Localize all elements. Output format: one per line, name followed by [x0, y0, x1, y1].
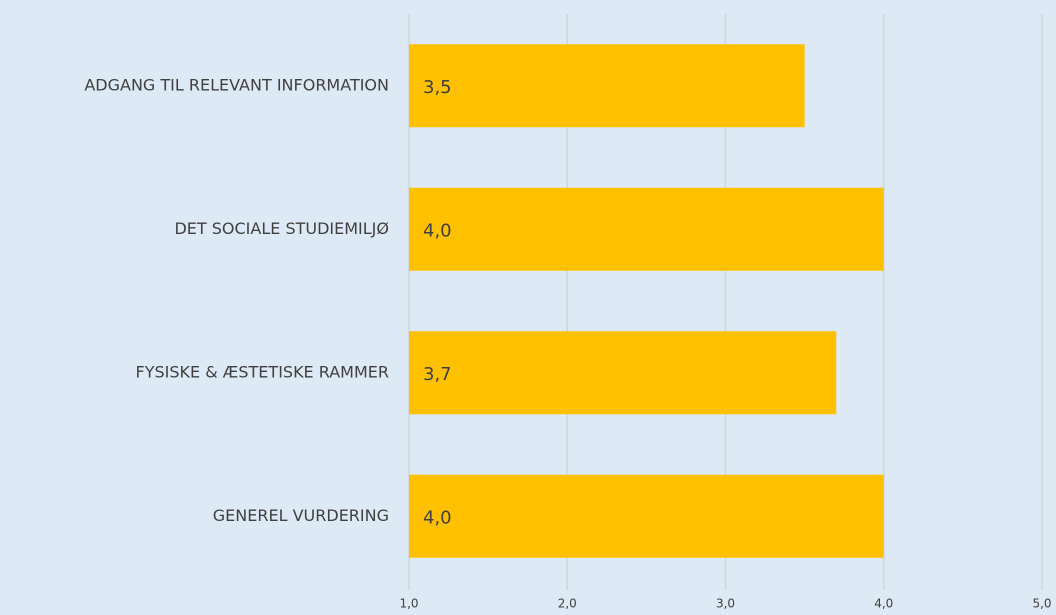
bar	[409, 187, 884, 271]
value-label: 3,7	[423, 364, 452, 385]
bar	[409, 474, 884, 558]
x-tick-label: 1,0	[399, 597, 418, 611]
value-label: 4,0	[423, 507, 452, 528]
y-tick-label: ADGANG TIL RELEVANT INFORMATION	[84, 75, 389, 94]
bar	[409, 331, 837, 415]
x-tick-label: 2,0	[558, 597, 577, 611]
x-tick-label: 4,0	[874, 597, 893, 611]
y-tick-label: GENEREL VURDERING	[213, 506, 389, 525]
bar	[409, 44, 805, 128]
value-label: 4,0	[423, 220, 452, 241]
x-tick-label: 5,0	[1032, 597, 1051, 611]
y-tick-label: DET SOCIALE STUDIEMILJØ	[174, 219, 389, 238]
value-label: 3,5	[423, 77, 452, 98]
y-tick-label: FYSISKE & ÆSTETISKE RAMMER	[136, 362, 389, 381]
x-tick-label: 3,0	[716, 597, 735, 611]
